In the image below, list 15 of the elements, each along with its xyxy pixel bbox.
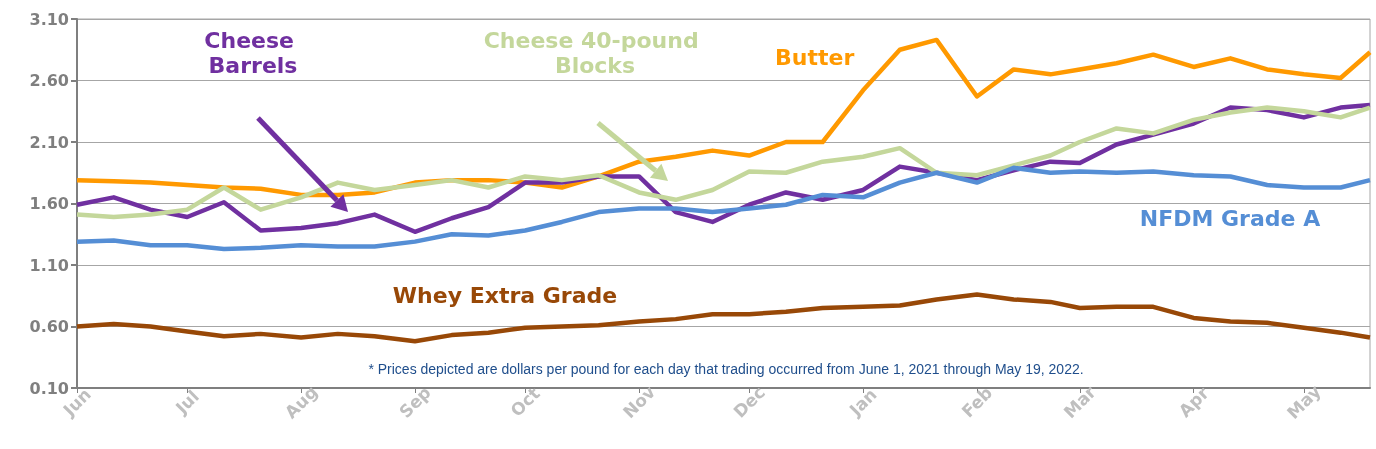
annotation: * Prices depicted are dollars per pound for each day that trading occurred from June 1, 2021 through May 19, 2022. bbox=[368, 361, 1084, 377]
series-label: Butter bbox=[775, 45, 855, 70]
y-tick-label: 2.60 bbox=[29, 71, 69, 90]
x-tick-label: Oct bbox=[506, 383, 544, 421]
text: Cheese 40-pound Blocks bbox=[483, 28, 707, 78]
line-series bbox=[74, 165, 1373, 252]
text: Cheese Barrels bbox=[204, 28, 302, 78]
y-tick-label: 3.10 bbox=[29, 9, 69, 29]
series-label: Whey Extra Grade bbox=[392, 283, 618, 308]
y-tick-label: 0.60 bbox=[29, 317, 69, 336]
y-tick-label: 2.10 bbox=[29, 132, 69, 152]
series-label: NFDM Grade A bbox=[1139, 206, 1321, 231]
y-tick-label: 1.60 bbox=[29, 194, 69, 213]
y-tick-label: 1.10 bbox=[29, 255, 69, 275]
x-tick-label: Jul bbox=[170, 386, 203, 419]
